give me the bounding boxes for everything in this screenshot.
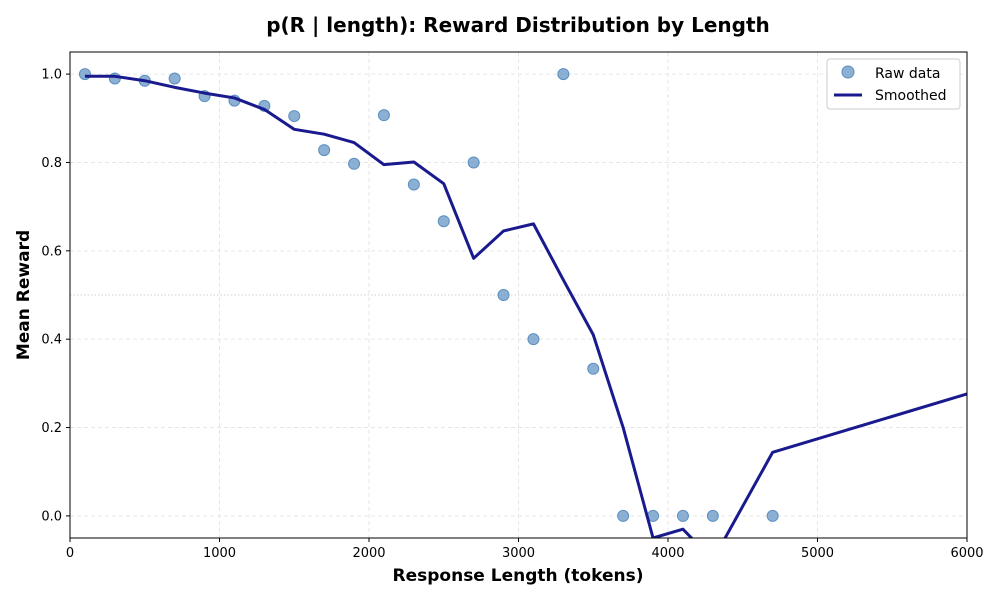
x-tick-label: 0 <box>66 546 74 561</box>
chart-title: p(R | length): Reward Distribution by Le… <box>266 13 770 37</box>
axis-ticks: 0 1000 2000 3000 4000 5000 6000 0.0 0.2 0.4 0.6 0.8… <box>41 68 983 561</box>
grid <box>69 52 968 538</box>
raw-data-point <box>557 68 570 81</box>
legend-label-smoothed: Smoothed <box>875 88 947 104</box>
raw-data-point <box>108 72 121 85</box>
raw-data-point <box>706 509 719 522</box>
y-tick-label: 1.0 <box>41 68 62 83</box>
raw-data-point <box>407 178 420 191</box>
raw-data-point <box>168 72 181 85</box>
x-tick-label: 3000 <box>502 546 535 561</box>
raw-data-point <box>617 509 630 522</box>
raw-data-point <box>348 157 361 170</box>
raw-data-point <box>437 215 450 228</box>
raw-data-point <box>78 68 91 81</box>
raw-data-point <box>766 509 779 522</box>
y-tick-label: 0.6 <box>41 244 62 259</box>
legend-label-raw: Raw data <box>875 66 940 82</box>
legend-marker-raw <box>841 65 855 79</box>
raw-data-point <box>318 144 331 157</box>
x-axis-label: Response Length (tokens) <box>393 566 644 586</box>
legend: Raw data Smoothed <box>826 58 961 110</box>
raw-data-point <box>676 509 689 522</box>
x-tick-label: 5000 <box>801 546 834 561</box>
raw-data-point <box>288 110 301 123</box>
y-tick-label: 0.8 <box>41 156 62 171</box>
raw-data-point <box>467 156 480 169</box>
x-tick-label: 4000 <box>651 546 684 561</box>
raw-data-point <box>497 289 510 301</box>
y-tick-label: 0.4 <box>41 333 62 348</box>
plot-area <box>78 68 967 538</box>
x-tick-label: 2000 <box>352 546 385 561</box>
raw-data-point <box>587 362 600 375</box>
raw-data-point <box>527 333 540 346</box>
y-tick-label: 0.0 <box>41 509 62 524</box>
y-tick-label: 0.2 <box>41 421 62 436</box>
raw-data-point <box>377 109 390 122</box>
x-tick-label: 1000 <box>203 546 236 561</box>
x-tick-label: 6000 <box>950 546 983 561</box>
smoothed-line <box>84 74 967 538</box>
y-axis-label: Mean Reward <box>14 230 34 360</box>
